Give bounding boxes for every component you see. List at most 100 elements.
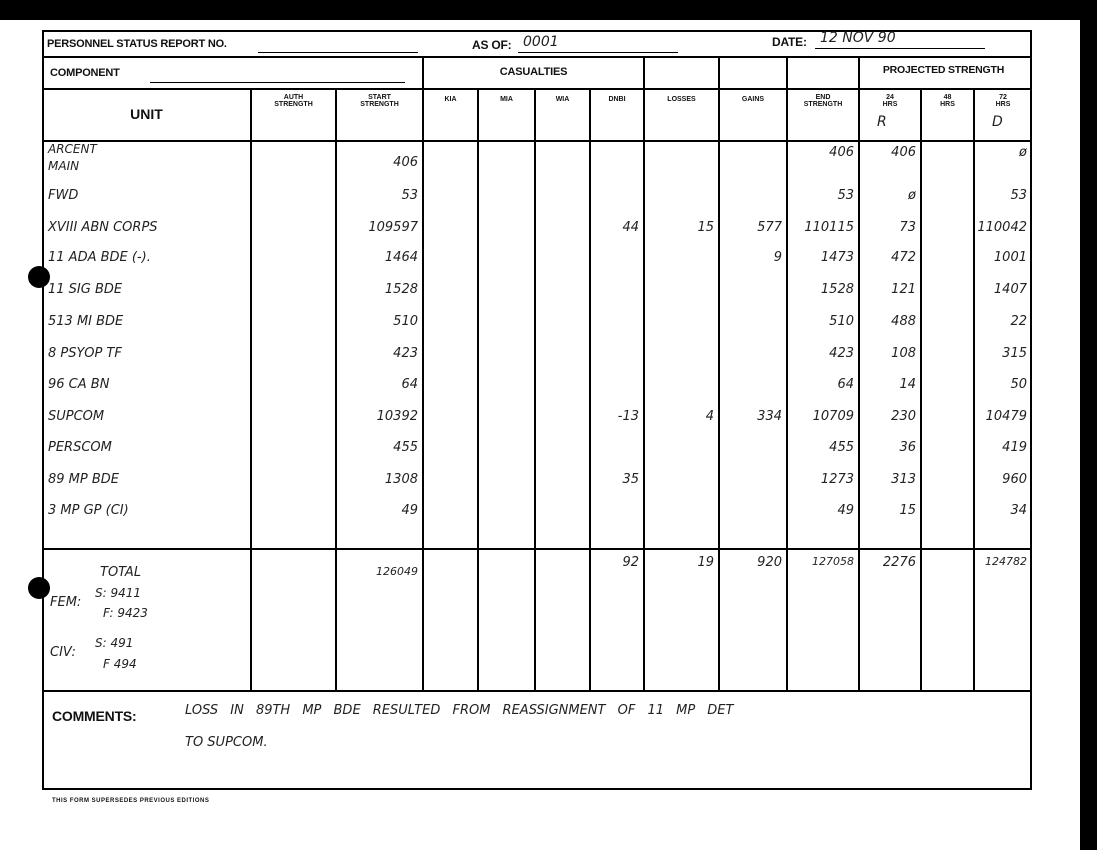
cell-24-hrs: 15	[899, 503, 916, 518]
column-header-losses: LOSSES	[667, 96, 696, 103]
unit-name: FWD	[48, 188, 79, 203]
scan-top-edge	[0, 0, 1097, 20]
total-label: TOTAL	[100, 565, 142, 580]
divider	[42, 140, 1032, 142]
cell-24-hrs: 472	[891, 250, 916, 265]
comments-divider	[42, 690, 1032, 692]
cell-end-strength: 1528	[820, 282, 854, 297]
divider	[42, 56, 1032, 58]
cell-end-strength: 455	[829, 440, 854, 455]
cell-72-hrs: 53	[1010, 188, 1027, 203]
cell-end-strength: 49	[837, 503, 854, 518]
column-header-kia: KIA	[444, 96, 457, 103]
unit-name: 11 ADA BDE (-).	[48, 250, 151, 265]
cell-end-strength: 1273	[820, 472, 854, 487]
cell-gains: 577	[757, 220, 782, 235]
cell-72-hrs: 419	[1002, 440, 1027, 455]
form-footer: THIS FORM SUPERSEDES PREVIOUS EDITIONS	[52, 798, 210, 804]
date-line	[815, 48, 985, 49]
cell-end-strength: 64	[837, 377, 854, 392]
unit-name: 8 PSYOP TF	[48, 346, 122, 361]
column-divider	[477, 88, 479, 690]
cell-gains: 334	[757, 409, 782, 424]
as-of-line	[518, 52, 678, 53]
civ-s: S: 491	[95, 636, 134, 650]
column-header-end-strength: END STRENGTH	[803, 94, 843, 108]
cell-start-strength: 423	[393, 346, 418, 361]
fem-s: S: 9411	[95, 586, 142, 600]
column-mark-h24: R	[877, 114, 887, 130]
column-divider	[534, 88, 536, 690]
cell-start-strength: 49	[401, 503, 418, 518]
fem-label: FEM:	[50, 595, 82, 610]
cell-start-strength: 109597	[368, 220, 418, 235]
cell-72-hrs: 110042	[977, 220, 1027, 235]
column-header-48-hrs: 48 HRS	[940, 94, 955, 108]
component-line	[150, 82, 405, 83]
cell-end-strength: 406	[829, 145, 854, 160]
cell-dnbi: 35	[622, 472, 639, 487]
cell-start-strength: 510	[393, 314, 418, 329]
total-24-hrs: 2276	[882, 555, 916, 570]
cell-start-strength: 455	[393, 440, 418, 455]
cell-24-hrs: 36	[899, 440, 916, 455]
column-divider	[718, 56, 720, 690]
as-of-value: 0001	[523, 34, 559, 50]
total-divider	[42, 548, 1032, 550]
column-divider	[858, 56, 860, 690]
cell-72-hrs: 960	[1002, 472, 1027, 487]
cell-losses: 15	[697, 220, 714, 235]
total-losses: 19	[697, 555, 714, 570]
punch-hole	[28, 266, 50, 288]
component-label: COMPONENT	[50, 67, 120, 79]
total-start-strength: 126049	[376, 565, 418, 578]
cell-start-strength: 406	[393, 155, 418, 170]
unit-name: 11 SIG BDE	[48, 282, 123, 297]
date-label: DATE:	[772, 35, 807, 49]
cell-24-hrs: 488	[891, 314, 916, 329]
cell-start-strength: 1308	[384, 472, 418, 487]
cell-72-hrs: 1407	[993, 282, 1027, 297]
unit-name: XVIII ABN CORPS	[48, 220, 158, 235]
cell-72-hrs: 50	[1010, 377, 1027, 392]
fem-f: F: 9423	[103, 606, 148, 620]
unit-name: PERSCOM	[48, 440, 112, 455]
report-no-line	[258, 52, 418, 53]
cell-24-hrs: 230	[891, 409, 916, 424]
comment-line-1: LOSS IN 89TH MP BDE RESULTED FROM REASSI…	[185, 703, 734, 718]
column-header-unit: UNIT	[130, 106, 163, 122]
column-divider	[643, 56, 645, 690]
unit-name: 96 CA BN	[48, 377, 110, 392]
unit-name: ARCENT MAIN	[48, 142, 97, 173]
report-no-label: PERSONNEL STATUS REPORT NO.	[47, 38, 227, 50]
cell-start-strength: 53	[401, 188, 418, 203]
punch-hole	[28, 577, 50, 599]
cell-start-strength: 10392	[376, 409, 418, 424]
unit-name: 89 MP BDE	[48, 472, 120, 487]
cell-24-hrs: 406	[891, 145, 916, 160]
cell-24-hrs: ø	[908, 188, 916, 203]
civ-f: F 494	[103, 657, 137, 671]
cell-72-hrs: 10479	[985, 409, 1027, 424]
cell-gains: 9	[773, 250, 782, 265]
column-header-24-hrs: 24 HRS	[882, 94, 898, 108]
cell-end-strength: 1473	[820, 250, 854, 265]
total-dnbi: 92	[622, 555, 639, 570]
cell-24-hrs: 73	[899, 220, 916, 235]
date-value: 12 NOV 90	[820, 30, 896, 46]
cell-dnbi: -13	[617, 409, 639, 424]
comment-line-2: TO SUPCOM.	[185, 735, 268, 750]
cell-24-hrs: 313	[891, 472, 916, 487]
cell-24-hrs: 108	[891, 346, 916, 361]
total-gains: 920	[757, 555, 782, 570]
column-mark-h72: D	[992, 114, 1003, 130]
cell-end-strength: 10709	[812, 409, 854, 424]
column-divider	[250, 88, 252, 690]
divider	[42, 88, 1032, 90]
unit-name: SUPCOM	[48, 409, 105, 424]
cell-start-strength: 1528	[384, 282, 418, 297]
scan-right-edge	[1080, 20, 1097, 850]
cell-72-hrs: ø	[1019, 145, 1027, 160]
cell-end-strength: 423	[829, 346, 854, 361]
cell-end-strength: 110115	[804, 220, 854, 235]
